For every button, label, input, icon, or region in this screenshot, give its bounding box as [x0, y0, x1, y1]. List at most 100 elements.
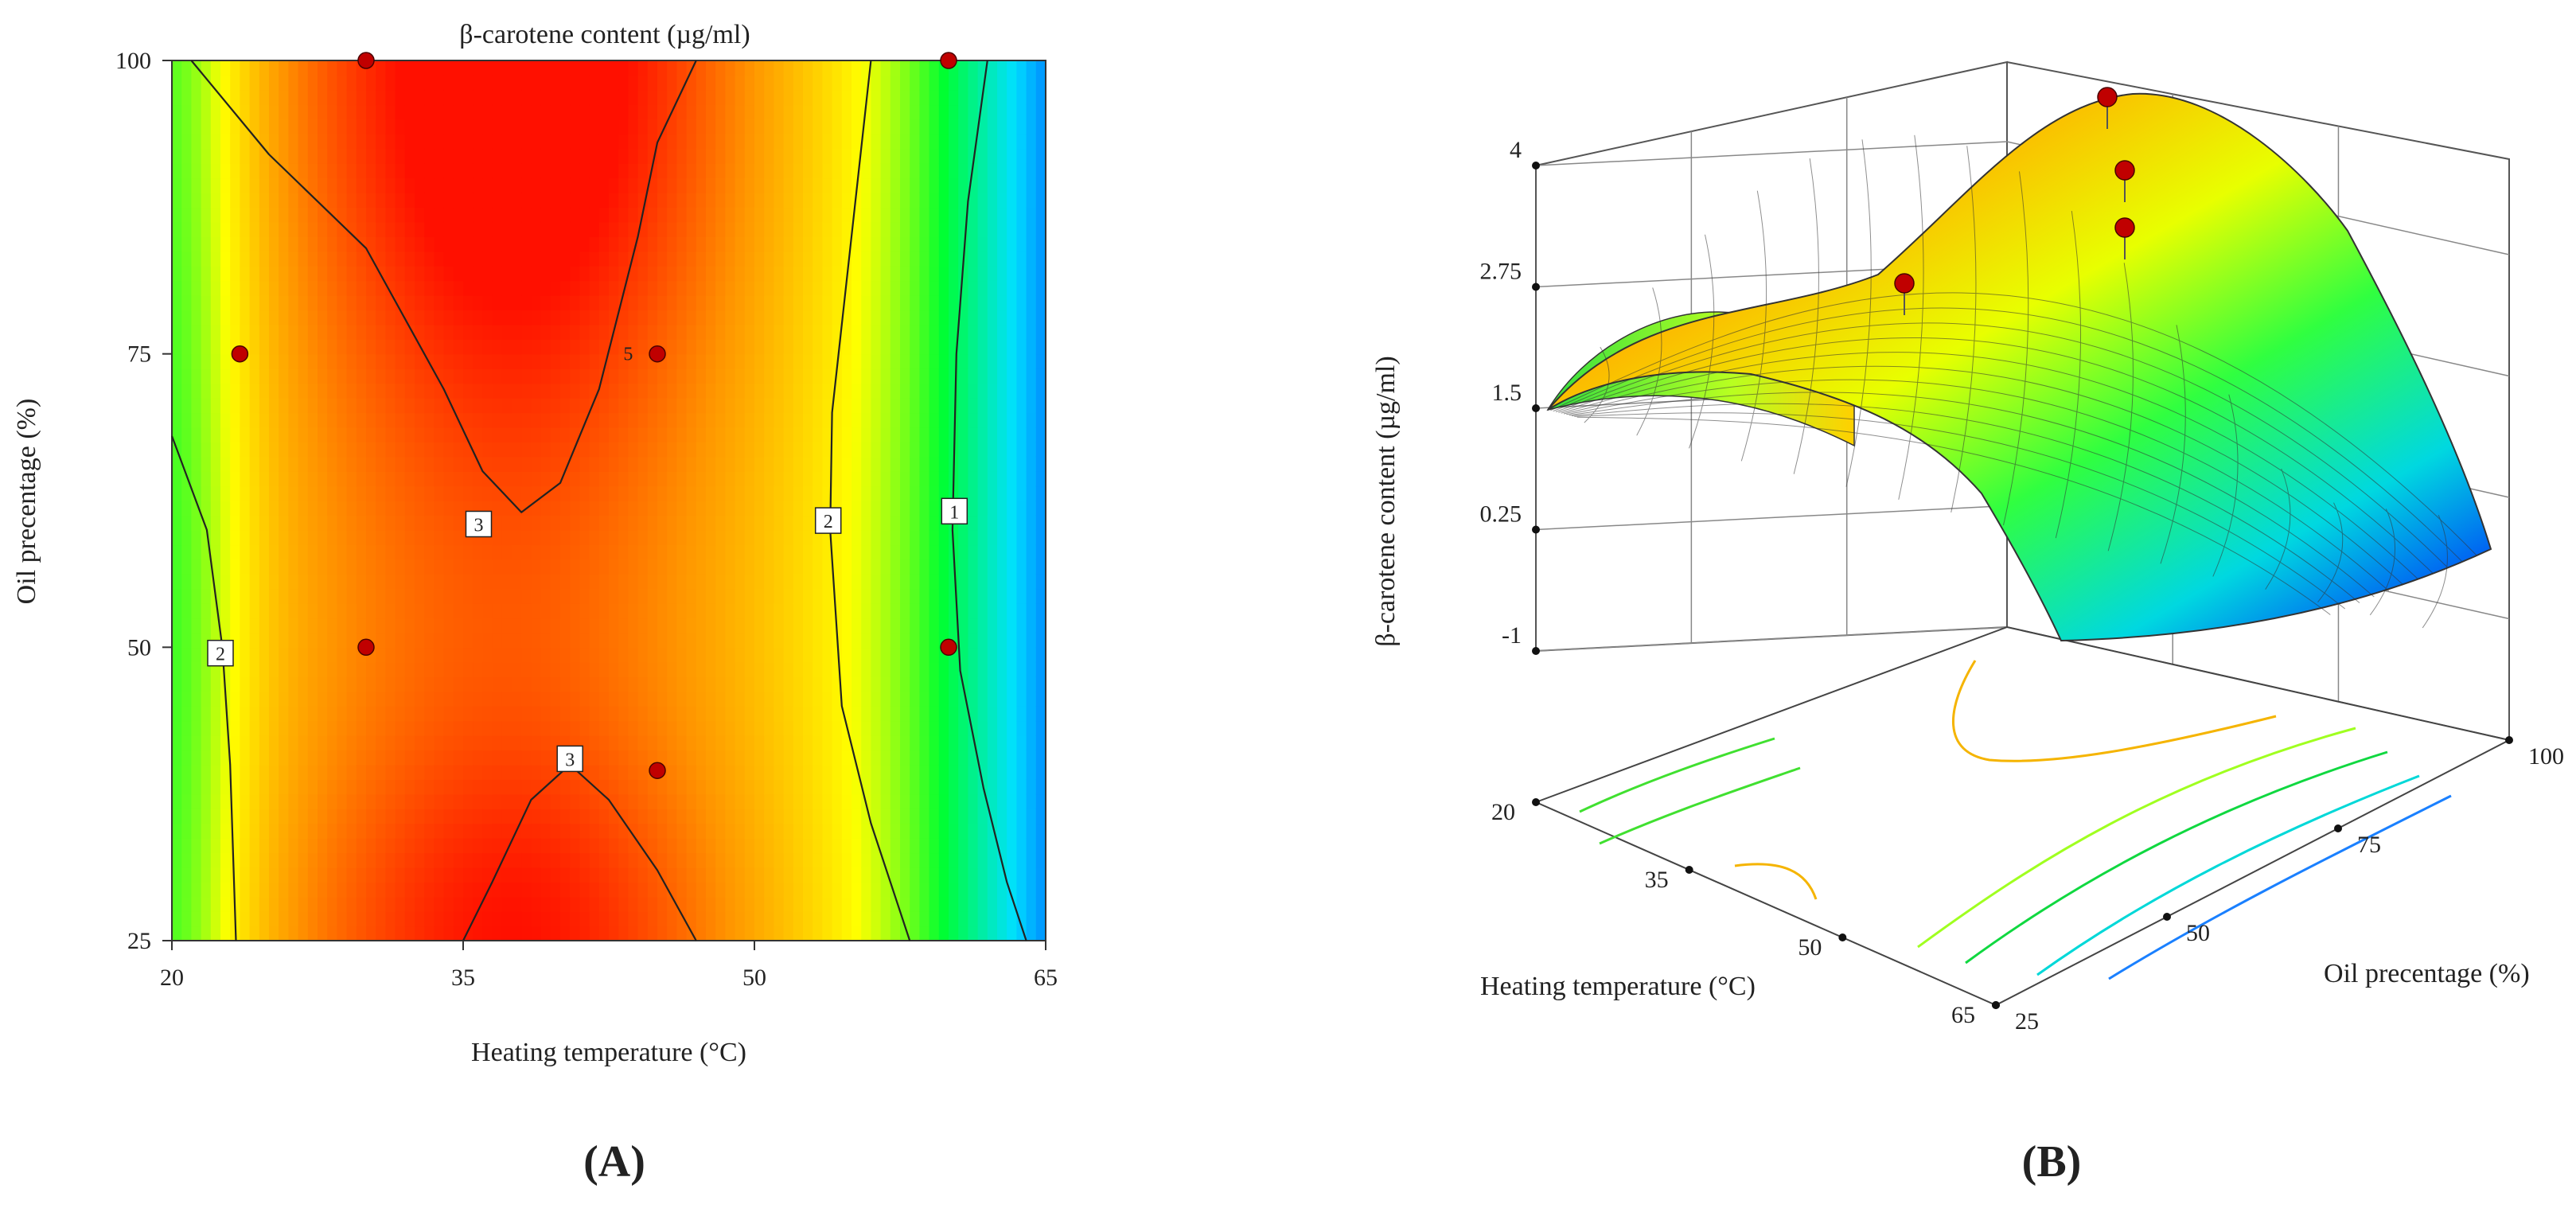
contour-cell — [598, 471, 610, 487]
contour-cell — [249, 852, 260, 868]
contour-cell — [434, 676, 445, 692]
contour-cell — [327, 60, 338, 76]
contour-cell — [288, 163, 299, 179]
contour-cell — [735, 310, 746, 325]
contour-cell — [346, 750, 357, 766]
contour-cell — [813, 926, 824, 941]
contour-cell — [279, 471, 290, 487]
contour-cell — [793, 823, 804, 839]
contour-cell — [822, 427, 833, 442]
contour-cell — [735, 177, 746, 193]
contour-cell — [774, 735, 785, 751]
contour-cell — [404, 529, 415, 546]
contour-cell — [696, 339, 707, 355]
contour-cell — [279, 75, 290, 91]
contour-cell — [647, 280, 658, 296]
contour-cell — [667, 442, 678, 458]
contour-cell — [201, 882, 212, 898]
contour-cell — [822, 119, 833, 134]
contour-cell — [686, 588, 697, 604]
contour-cell — [463, 163, 474, 179]
contour-cell — [269, 368, 279, 384]
contour-cell — [900, 823, 910, 839]
contour-cell — [744, 60, 755, 76]
contour-cell — [949, 251, 959, 267]
contour-cell — [598, 603, 610, 619]
contour-cell — [404, 793, 415, 809]
contour-cell — [230, 793, 241, 809]
contour-cell — [191, 427, 202, 442]
contour-cell — [861, 339, 872, 355]
contour-cell — [346, 647, 357, 663]
contour-cell — [715, 735, 727, 751]
contour-cell — [482, 750, 493, 766]
contour-cell — [657, 294, 668, 311]
contour-cell — [201, 618, 212, 633]
contour-cell — [521, 676, 532, 692]
contour-cell — [307, 207, 318, 223]
contour-cell — [598, 691, 610, 707]
contour-cell — [230, 442, 241, 458]
contour-cell — [521, 471, 532, 487]
contour-cell — [249, 793, 260, 809]
contour-cell — [919, 324, 930, 340]
contour-cell — [880, 647, 891, 663]
contour-cell — [492, 236, 503, 252]
contour-cell — [841, 852, 852, 868]
contour-cell — [647, 368, 658, 384]
contour-cell — [813, 750, 824, 766]
contour-cell — [540, 852, 551, 868]
contour-cell — [919, 339, 930, 355]
contour-cell — [501, 632, 512, 649]
contour-cell — [977, 706, 988, 722]
contour-cell — [696, 412, 707, 428]
contour-cell — [404, 60, 415, 76]
contour-cell — [647, 398, 658, 414]
contour-cell — [774, 661, 785, 677]
contour-cell — [337, 339, 348, 355]
contour-cell — [852, 485, 862, 501]
contour-cell — [803, 691, 813, 707]
contour-cell — [676, 60, 688, 76]
contour-cell — [910, 294, 921, 311]
contour-cell — [618, 764, 629, 780]
contour-cell — [356, 294, 367, 311]
contour-cell — [424, 310, 435, 325]
contour-cell — [735, 838, 746, 854]
contour-cell — [482, 280, 493, 296]
contour-cell — [240, 793, 251, 809]
contour-cell — [249, 574, 260, 590]
contour-cell — [919, 163, 930, 179]
contour-cell — [949, 310, 959, 325]
contour-cell — [929, 882, 940, 898]
contour-cell — [618, 779, 629, 795]
contour-cell — [415, 427, 425, 442]
contour-cell — [880, 691, 891, 707]
contour-cell — [735, 236, 746, 252]
contour-cell — [443, 647, 454, 663]
contour-cell — [512, 706, 522, 722]
contour-cell — [288, 207, 299, 223]
contour-cell — [395, 339, 406, 355]
contour-cell — [443, 632, 454, 649]
contour-cell — [744, 236, 755, 252]
contour-cell — [841, 60, 852, 76]
contour-cell — [570, 192, 581, 209]
contour-cell — [852, 559, 862, 575]
contour-cell — [346, 720, 357, 736]
contour-cell — [249, 661, 260, 677]
contour-cell — [910, 647, 921, 663]
contour-cell — [880, 911, 891, 927]
contour-cell — [521, 456, 532, 472]
contour-cell — [880, 632, 891, 649]
contour-cell — [793, 192, 804, 209]
contour-cell — [210, 676, 221, 692]
contour-cell — [298, 544, 309, 560]
contour-cell — [900, 632, 910, 649]
contour-cell — [230, 221, 241, 237]
contour-cell — [637, 368, 649, 384]
contour-cell — [637, 177, 649, 193]
contour-cell — [628, 559, 639, 575]
contour-cell — [307, 75, 318, 91]
contour-cell — [501, 720, 512, 736]
